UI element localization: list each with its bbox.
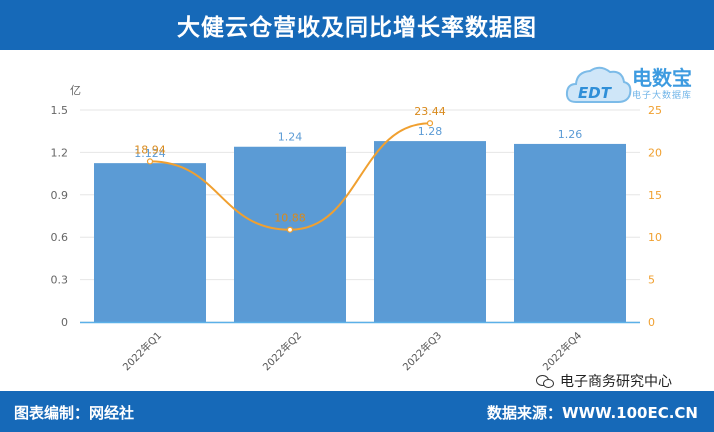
footer-source: 数据来源：WWW.100EC.CN xyxy=(487,404,698,422)
wechat-icon xyxy=(536,374,554,388)
wechat-watermark: 电子商务研究中心 xyxy=(536,371,672,391)
cloud-logo-icon: EDT xyxy=(565,66,632,103)
line-value-label: 18.94 xyxy=(134,143,166,156)
left-tick-label: 0 xyxy=(61,316,68,329)
left-axis-unit: 亿 xyxy=(70,84,81,97)
left-tick-label: 1.2 xyxy=(51,146,69,159)
x-tick-label: 2022年Q2 xyxy=(260,329,304,373)
bar-value-labels: 1.124 1.24 1.28 1.26 xyxy=(134,125,582,160)
bar xyxy=(94,163,206,322)
combo-chart: 1.124 1.24 1.28 1.26 18.94 10.88 23.44 0 0.3 0.… xyxy=(51,84,663,373)
bar xyxy=(374,141,486,322)
bar-value-label: 1.124 xyxy=(134,147,166,160)
bar-value-label: 1.28 xyxy=(418,125,443,138)
bar-series xyxy=(94,141,626,322)
left-tick-label: 1.5 xyxy=(51,104,69,117)
line-value-label: 23.44 xyxy=(414,105,446,118)
right-tick-label: 15 xyxy=(648,189,662,202)
x-tick-label: 2022年Q4 xyxy=(540,329,584,373)
bar-value-label: 1.24 xyxy=(278,131,303,144)
x-tick-label: 2022年Q3 xyxy=(400,329,444,373)
right-tick-label: 0 xyxy=(648,316,655,329)
right-tick-label: 10 xyxy=(648,231,662,244)
wechat-text: 电子商务研究中心 xyxy=(560,374,672,390)
left-tick-label: 0.6 xyxy=(51,231,69,244)
line-point xyxy=(286,226,294,233)
left-tick-label: 0.3 xyxy=(51,274,69,287)
left-tick-label: 0.9 xyxy=(51,189,69,202)
line-point xyxy=(426,120,434,127)
edt-logo: EDT 电数宝 电子大数据库 xyxy=(564,56,704,112)
line-series xyxy=(146,120,434,233)
right-axis: 0 5 10 15 20 25 xyxy=(648,104,662,329)
x-axis: 2022年Q1 2022年Q2 2022年Q3 2022年Q4 xyxy=(80,321,640,373)
line-point xyxy=(146,158,154,165)
right-tick-label: 20 xyxy=(648,146,662,159)
bar xyxy=(234,146,346,322)
line-value-labels: 18.94 10.88 23.44 xyxy=(134,105,446,225)
footer-bar: 图表编制：网经社 数据来源：WWW.100EC.CN xyxy=(0,391,714,432)
left-axis: 0 0.3 0.6 0.9 1.2 1.5亿 xyxy=(51,84,82,329)
bar-value-label: 1.26 xyxy=(558,128,583,141)
right-tick-label: 25 xyxy=(648,104,662,117)
bar xyxy=(514,143,626,322)
chart-title: 大健云仓营收及同比增长率数据图 xyxy=(0,0,714,50)
line-value-label: 10.88 xyxy=(274,212,306,225)
logo-sub-text: 电子大数据库 xyxy=(632,91,693,101)
right-tick-label: 5 xyxy=(648,274,655,287)
footer-credit: 图表编制：网经社 xyxy=(14,404,135,422)
logo-main-text: 电数宝 xyxy=(632,66,692,90)
x-tick-label: 2022年Q1 xyxy=(120,329,164,373)
logo-mark-text: EDT xyxy=(578,84,613,102)
